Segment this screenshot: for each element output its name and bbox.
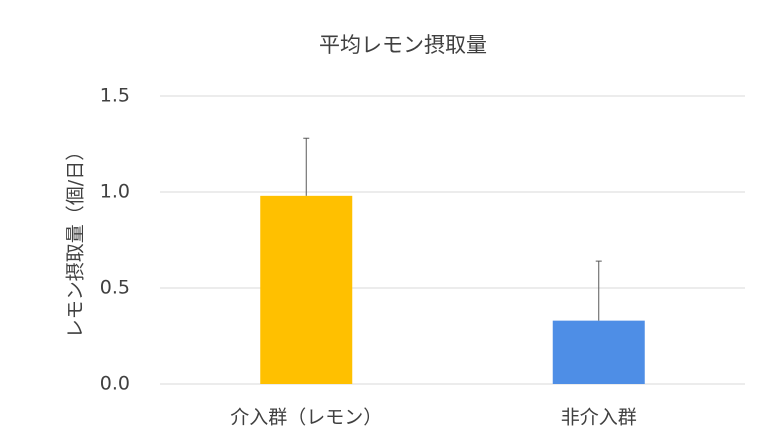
bar (552, 320, 645, 384)
y-tick-label: 1.5 (100, 85, 130, 107)
x-tick-label: 非介入群 (561, 407, 637, 429)
chart-title: 平均レモン摂取量 (319, 33, 487, 57)
y-tick-label: 0.5 (100, 277, 130, 299)
y-tick-label: 0.0 (100, 373, 130, 395)
y-tick-label: 1.0 (100, 181, 130, 203)
x-tick-label: 介入群（レモン） (230, 407, 382, 429)
bar (260, 195, 353, 384)
y-axis-label: レモン摂取量（個/日） (65, 142, 87, 338)
